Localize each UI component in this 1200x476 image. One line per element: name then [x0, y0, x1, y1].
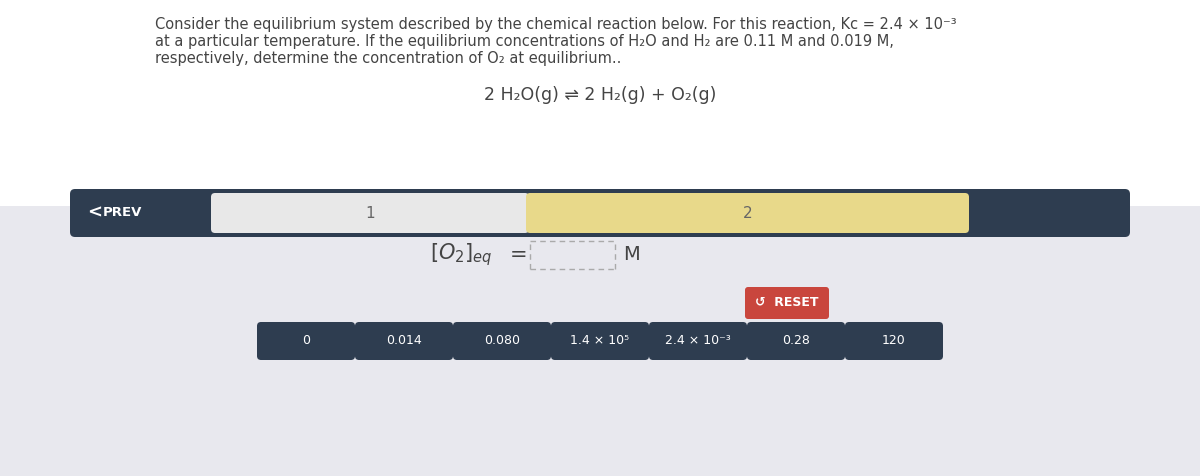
Text: at a particular temperature. If the equilibrium concentrations of H₂O and H₂ are: at a particular temperature. If the equi… — [155, 34, 894, 49]
Text: 0.080: 0.080 — [484, 335, 520, 347]
FancyBboxPatch shape — [70, 189, 1130, 237]
Text: 2: 2 — [743, 206, 752, 220]
Text: 0.28: 0.28 — [782, 335, 810, 347]
Text: 1.4 × 10⁵: 1.4 × 10⁵ — [570, 335, 630, 347]
FancyBboxPatch shape — [746, 322, 845, 360]
Text: 0.014: 0.014 — [386, 335, 422, 347]
Text: 0: 0 — [302, 335, 310, 347]
Text: 120: 120 — [882, 335, 906, 347]
FancyBboxPatch shape — [0, 206, 1200, 476]
FancyBboxPatch shape — [454, 322, 551, 360]
Text: Consider the equilibrium system described by the chemical reaction below. For th: Consider the equilibrium system describe… — [155, 17, 956, 32]
FancyBboxPatch shape — [845, 322, 943, 360]
FancyBboxPatch shape — [355, 322, 454, 360]
FancyBboxPatch shape — [257, 322, 355, 360]
Text: $[O_2]_{eq}$: $[O_2]_{eq}$ — [430, 242, 492, 268]
Text: 1: 1 — [365, 206, 374, 220]
Text: M: M — [623, 246, 640, 265]
FancyBboxPatch shape — [211, 193, 529, 233]
Text: ↺  RESET: ↺ RESET — [755, 297, 818, 309]
FancyBboxPatch shape — [745, 287, 829, 319]
FancyBboxPatch shape — [0, 0, 1200, 256]
FancyBboxPatch shape — [526, 193, 970, 233]
Text: PREV: PREV — [103, 207, 143, 219]
Text: 2 H₂O(g) ⇌ 2 H₂(g) + O₂(g): 2 H₂O(g) ⇌ 2 H₂(g) + O₂(g) — [484, 86, 716, 104]
Text: 2.4 × 10⁻³: 2.4 × 10⁻³ — [665, 335, 731, 347]
Text: =: = — [510, 245, 528, 265]
Text: respectively, determine the concentration of O₂ at equilibrium..: respectively, determine the concentratio… — [155, 51, 622, 66]
FancyBboxPatch shape — [649, 322, 746, 360]
FancyBboxPatch shape — [551, 322, 649, 360]
Text: <: < — [88, 204, 102, 222]
